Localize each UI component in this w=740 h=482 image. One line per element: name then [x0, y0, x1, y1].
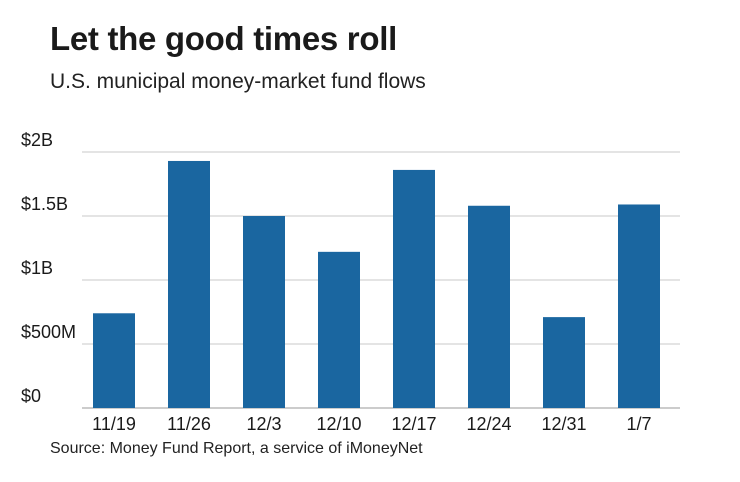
x-tick-label: 12/24 [466, 414, 511, 434]
y-tick-label: $1.5B [21, 194, 68, 214]
bars [93, 160, 660, 408]
x-tick-label: 12/10 [316, 414, 361, 434]
x-tick-label: 1/7 [626, 414, 651, 434]
y-tick-label: $500M [21, 322, 76, 342]
chart-title: Let the good times roll [50, 20, 397, 57]
bar-12-24 [468, 205, 510, 408]
bar-1-7 [618, 204, 660, 408]
x-tick-label: 11/19 [92, 414, 136, 434]
y-tick-label: $2B [21, 130, 53, 150]
chart-source: Source: Money Fund Report, a service of … [50, 440, 423, 457]
x-tick-label: 12/3 [246, 414, 281, 434]
bar-12-31 [543, 317, 585, 408]
bar-12-3 [243, 216, 285, 408]
y-tick-label: $1B [21, 258, 53, 278]
x-axis-ticks: 11/19 11/26 12/3 12/10 12/17 12/24 12/31 1/7 [92, 414, 651, 434]
chart-subtitle: U.S. municipal money-market fund flows [50, 70, 426, 93]
bar-12-10 [318, 251, 360, 408]
bar-11-26 [168, 160, 210, 408]
x-tick-label: 11/26 [167, 414, 211, 434]
y-axis-ticks: $0 $500M $1B $1.5B $2B [21, 130, 76, 406]
x-tick-label: 12/31 [541, 414, 586, 434]
y-tick-label: $0 [21, 386, 41, 406]
x-tick-label: 12/17 [391, 414, 436, 434]
bar-12-17 [393, 169, 435, 408]
bar-11-19 [93, 313, 135, 408]
